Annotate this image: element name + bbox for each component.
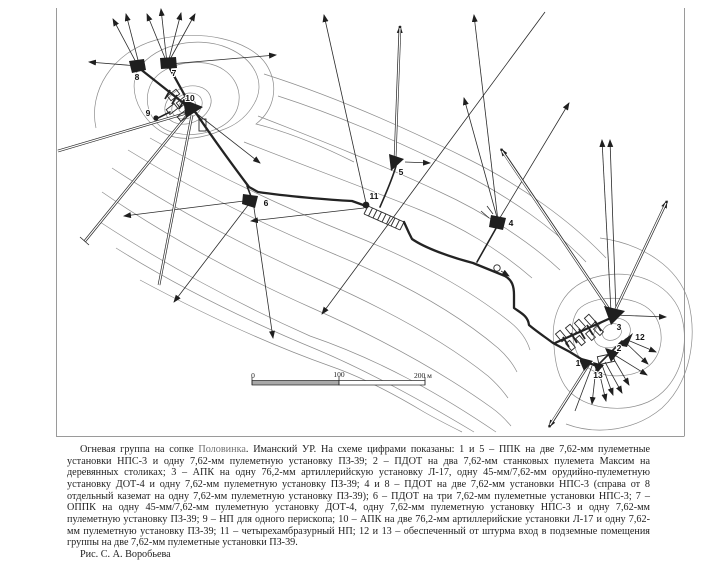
marker-point-2 (605, 348, 619, 362)
fortification-map-figure: 1 2 3 4 5 6 7 8 9 10 11 12 13 0 100 200 м (56, 8, 693, 437)
map-point-label-4: 4 (509, 218, 514, 228)
map-point-label-7: 7 (172, 68, 177, 78)
marker-point-6 (242, 194, 258, 208)
marker-point-4 (489, 215, 506, 230)
marker-point-9 (153, 115, 159, 121)
double-line-ray-point3-northwest (499, 148, 615, 316)
map-point-label-13: 13 (593, 370, 603, 380)
marker-point-12 (617, 333, 633, 347)
map-point-label-8: 8 (135, 72, 140, 82)
figure-caption: Огневая группа на сопке Половинка. Иманс… (67, 444, 650, 561)
map-point-label-11: 11 (370, 191, 379, 201)
caption-toponym: Половинка (198, 444, 246, 455)
marker-point-5 (389, 154, 404, 171)
underground-structures (157, 88, 616, 366)
scale-bar-right-half (338, 380, 426, 386)
caption-body: . Иманский УР. На схеме цифрами показаны… (67, 444, 650, 549)
map-point-label-2: 2 (617, 343, 622, 353)
marker-point-3 (604, 306, 625, 325)
contour-lines (94, 34, 693, 433)
point-markers (129, 57, 633, 373)
map-point-label-10: 10 (185, 93, 195, 103)
marker-point-7 (160, 57, 177, 69)
double-line-ray-point3-northeast (612, 200, 669, 314)
map-point-label-3: 3 (617, 322, 622, 332)
marker-point-8 (129, 59, 146, 73)
map-point-label-9: 9 (146, 108, 151, 118)
scale-bar: 0 100 200 м (251, 370, 432, 386)
double-line-ray-gun-left-southwest (79, 112, 191, 246)
marker-point-13 (593, 362, 604, 373)
scale-label-200m: 200 м (414, 371, 432, 380)
double-line-ray-point5-north (393, 25, 403, 161)
separate-casemate (493, 264, 510, 277)
barracks-ladder (363, 205, 405, 231)
double-line-ray-periscope-south (157, 114, 194, 286)
map-point-label-1: 1 (576, 358, 581, 368)
scale-label-0: 0 (251, 371, 255, 380)
fire-sector-rays (57, 8, 669, 428)
scale-bar-left-half (251, 380, 340, 386)
marker-point-1 (578, 357, 593, 371)
map-point-label-5: 5 (399, 167, 404, 177)
map-point-label-12: 12 (635, 332, 645, 342)
underground-gallery (137, 63, 623, 368)
caption-paragraph: Огневая группа на сопке Половинка. Иманс… (67, 444, 650, 549)
double-line-ray-gun-left-west (57, 110, 191, 153)
marker-point-10 (183, 99, 203, 118)
caption-credit: Рис. С. А. Воробьева (80, 548, 171, 560)
page-edge-lines (56, 8, 685, 437)
map-point-label-6: 6 (264, 198, 269, 208)
right-complex-rooms (554, 313, 616, 366)
scale-label-100: 100 (333, 370, 345, 379)
double-line-ray-point1-southwest (547, 363, 591, 428)
marker-point-11 (362, 201, 370, 209)
caption-lead: Огневая группа на сопке (80, 444, 199, 455)
